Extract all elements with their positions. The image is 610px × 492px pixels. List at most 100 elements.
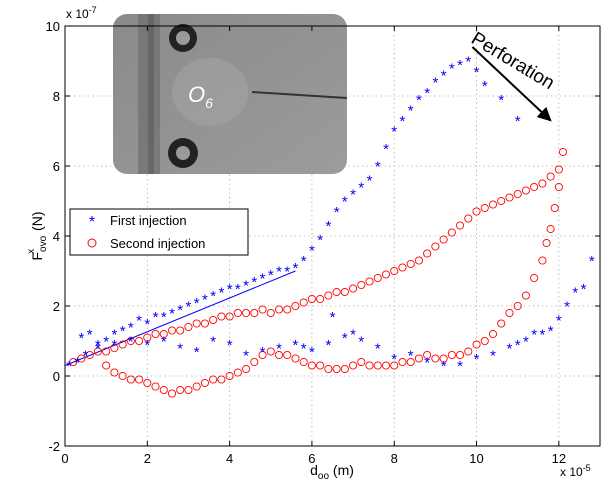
- point-second-injection: [299, 357, 308, 367]
- point-second-injection: [184, 385, 193, 395]
- point-second-injection: [488, 329, 498, 339]
- point-second-injection: [480, 336, 489, 346]
- point-first-injection: *: [169, 306, 175, 323]
- point-first-injection: *: [194, 344, 200, 361]
- point-second-injection: [69, 357, 78, 367]
- point-first-injection: *: [243, 348, 249, 365]
- point-second-injection: [464, 214, 473, 223]
- point-first-injection: *: [350, 187, 356, 204]
- point-first-injection: *: [556, 313, 562, 330]
- point-first-injection: *: [210, 288, 216, 305]
- point-second-injection: [340, 287, 349, 297]
- point-first-injection: *: [293, 260, 299, 277]
- point-second-injection: [151, 329, 160, 339]
- legend-marker-circle: [87, 238, 97, 248]
- point-first-injection: *: [235, 281, 241, 298]
- point-second-injection: [406, 357, 415, 367]
- point-second-injection: [258, 305, 267, 314]
- point-second-injection: [373, 361, 382, 370]
- point-second-injection: [299, 298, 308, 307]
- y-tick-label: -2: [48, 439, 60, 454]
- point-second-injection: [538, 256, 547, 265]
- point-second-injection: [414, 354, 423, 363]
- point-first-injection: *: [301, 341, 307, 358]
- point-first-injection: *: [317, 232, 323, 249]
- point-first-injection: *: [325, 337, 331, 354]
- point-second-injection: [546, 224, 555, 234]
- y-tick-label: 8: [53, 89, 60, 104]
- point-first-injection: *: [177, 341, 183, 358]
- point-first-injection: *: [498, 92, 504, 109]
- point-first-injection: *: [334, 204, 340, 221]
- point-first-injection: *: [260, 344, 266, 361]
- point-second-injection: [365, 361, 374, 370]
- point-first-injection: *: [589, 253, 595, 270]
- point-second-injection: [497, 196, 506, 206]
- point-second-injection: [135, 336, 144, 346]
- point-second-injection: [357, 357, 366, 367]
- point-second-injection: [505, 308, 514, 318]
- point-first-injection: *: [539, 327, 545, 344]
- point-second-injection: [258, 350, 267, 360]
- point-first-injection: *: [572, 285, 578, 302]
- point-second-injection: [77, 354, 86, 363]
- point-second-injection: [554, 165, 563, 174]
- y-tick-label: 10: [46, 19, 60, 34]
- point-first-injection: *: [260, 271, 266, 288]
- point-second-injection: [456, 221, 465, 230]
- perforation-arrow: [471, 46, 552, 122]
- point-first-injection: *: [95, 337, 101, 354]
- inset-photo: O6: [113, 14, 348, 174]
- point-first-injection: *: [194, 295, 200, 312]
- point-second-injection: [167, 326, 177, 335]
- point-second-injection: [316, 294, 325, 304]
- point-second-injection: [530, 182, 539, 192]
- series-layer: * * *** * * * * * * * * * * * * * * * * * * * * * * * * ****** * * ***…: [65, 54, 595, 398]
- x-tick-label: 6: [308, 451, 315, 466]
- point-second-injection: [266, 308, 275, 318]
- point-first-injection: *: [227, 337, 233, 354]
- point-first-injection: *: [136, 313, 142, 330]
- x-tick-label: 0: [61, 451, 68, 466]
- point-first-injection: *: [408, 103, 414, 120]
- point-first-injection: *: [441, 358, 447, 375]
- point-second-injection: [349, 284, 358, 293]
- point-first-injection: *: [144, 337, 150, 354]
- point-first-injection: *: [350, 327, 356, 344]
- point-second-injection: [233, 368, 242, 377]
- point-first-injection: *: [375, 159, 381, 176]
- point-first-injection: *: [416, 92, 422, 109]
- point-second-injection: [423, 249, 432, 258]
- point-first-injection: *: [309, 243, 315, 260]
- point-second-injection: [521, 186, 530, 195]
- point-second-injection: [406, 259, 415, 269]
- point-first-injection: *: [449, 61, 455, 78]
- point-second-injection: [102, 361, 111, 370]
- point-first-injection: *: [581, 281, 587, 298]
- point-second-injection: [250, 308, 259, 318]
- point-second-injection: [332, 364, 341, 374]
- point-second-injection: [167, 389, 177, 398]
- point-second-injection: [192, 319, 201, 328]
- point-second-injection: [390, 361, 399, 370]
- point-first-injection: *: [342, 330, 348, 347]
- point-second-injection: [456, 350, 465, 360]
- x-tick-label: 8: [391, 451, 398, 466]
- point-first-injection: *: [251, 274, 257, 291]
- y-tick-label: 4: [53, 229, 60, 244]
- legend: * First injection Second injection: [69, 208, 249, 256]
- point-second-injection: [546, 172, 555, 181]
- point-first-injection: *: [309, 344, 315, 361]
- point-second-injection: [274, 305, 284, 314]
- point-first-injection: *: [161, 309, 167, 326]
- point-first-injection: *: [391, 124, 397, 141]
- point-second-injection: [357, 280, 366, 290]
- point-second-injection: [307, 361, 316, 370]
- point-second-injection: [349, 361, 358, 370]
- point-second-injection: [472, 207, 481, 216]
- point-second-injection: [464, 347, 473, 356]
- point-second-injection: [159, 329, 168, 339]
- point-first-injection: *: [210, 334, 216, 351]
